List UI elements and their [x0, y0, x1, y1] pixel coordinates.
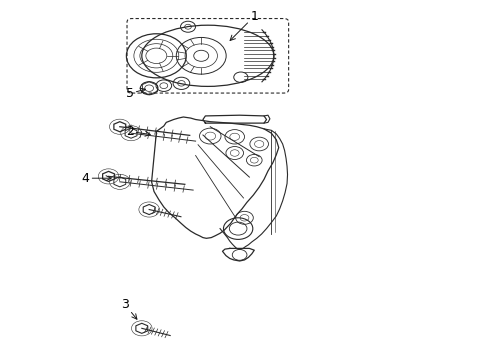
Text: 1: 1	[230, 10, 258, 40]
Text: 2: 2	[125, 125, 150, 138]
Text: 4: 4	[81, 172, 111, 185]
Text: 3: 3	[121, 298, 137, 319]
Text: 5: 5	[125, 87, 145, 100]
